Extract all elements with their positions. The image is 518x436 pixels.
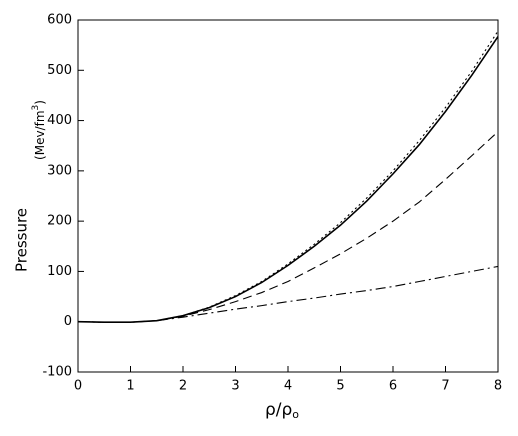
y-tick-label: 600 — [47, 13, 72, 28]
y-tick-label: 500 — [47, 63, 72, 78]
x-tick-label: 2 — [179, 379, 187, 394]
series-line — [77, 36, 499, 324]
y-axis-label: Pressure — [13, 208, 31, 272]
x-tick-label: 4 — [284, 379, 292, 394]
x-label-main: ρ/ρ — [265, 400, 292, 420]
y-axis-unit: (Mev/fm3) — [31, 100, 47, 160]
y-tick-label: 100 — [47, 264, 72, 279]
y-tick-label: 0 — [64, 314, 72, 329]
x-tick-label: 8 — [494, 379, 502, 394]
x-axis-label: ρ/ρo — [265, 400, 299, 421]
x-tick-label: 3 — [231, 379, 239, 394]
series-line — [77, 131, 499, 323]
y-unit-end: ) — [33, 100, 47, 105]
y-tick-label: 300 — [47, 163, 72, 178]
y-tick-label: -100 — [42, 365, 72, 380]
plot-frame — [77, 19, 499, 373]
x-tick-label: 5 — [336, 379, 344, 394]
x-tick-label: 6 — [389, 379, 397, 394]
y-tick-label: 400 — [47, 113, 72, 128]
series-line — [77, 265, 499, 323]
x-tick-label: 1 — [126, 379, 134, 394]
y-unit-sup: 3 — [31, 105, 41, 111]
x-tick-label: 0 — [74, 379, 82, 394]
y-unit-main: (Mev/fm — [33, 110, 47, 159]
x-label-sub: o — [292, 408, 299, 421]
x-tick-label: 7 — [441, 379, 449, 394]
y-tick-label: 200 — [47, 214, 72, 229]
